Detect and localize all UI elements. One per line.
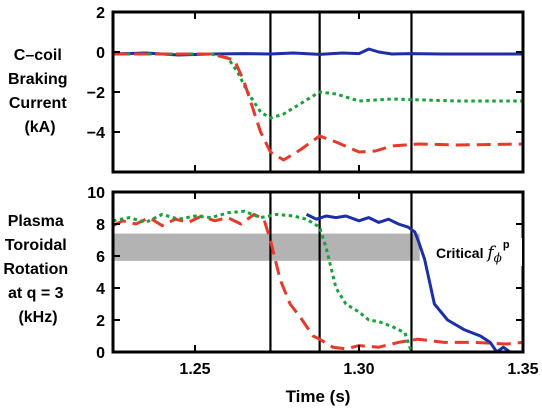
rotation-dotted-line (112, 209, 413, 353)
braking-current-dashed-line (113, 52, 524, 162)
top-panel: 2 0 −2 −4 C–coil Braking Current (kA) (8, 5, 525, 174)
critical-text: Critical (436, 245, 487, 261)
top-ylabel: C–coil Braking Current (kA) (8, 47, 72, 136)
top-ytick-label: −2 (87, 85, 105, 102)
x-axis-label: Time (s) (286, 387, 351, 406)
critical-annotation: Critical fϕp (432, 238, 522, 266)
bot-ytick-label: 6 (96, 249, 105, 266)
bot-ytick-label: 8 (96, 217, 105, 234)
xtick-label: 1.35 (507, 361, 538, 378)
bottom-ylabel-line-5: (kHz) (18, 309, 57, 326)
top-ylabel-line-4: (kA) (24, 119, 55, 136)
top-panel-frame (111, 10, 525, 174)
top-ytick-label: −4 (87, 125, 105, 142)
critical-symbol: f (485, 243, 496, 263)
bottom-ylabel-line-3: Rotation (3, 261, 68, 278)
critical-superscript: p (503, 239, 510, 251)
top-ylabel-line-1: C–coil (14, 47, 62, 64)
critical-label: Critical fϕp (436, 239, 510, 265)
braking-current-solid-line (112, 47, 523, 57)
critical-subscript: ϕ (494, 251, 502, 265)
xtick-label: 1.30 (343, 361, 374, 378)
bottom-ylabel-line-1: Plasma (8, 213, 64, 230)
critical-band (113, 233, 420, 261)
rotation-solid-line (305, 213, 511, 354)
bot-ytick-label: 4 (96, 281, 105, 298)
bottom-panel: 10 8 6 4 2 0 Plasma Toroidal Rotation at q = … (3, 185, 525, 362)
bottom-ylabel: Plasma Toroidal Rotation at q = 3 (kHz) (3, 213, 72, 326)
top-ytick-label: 2 (96, 5, 105, 22)
bot-ytick-label: 10 (87, 185, 105, 202)
critical-annotation-bg (432, 238, 522, 266)
bot-ytick-label: 2 (96, 313, 105, 330)
top-ylabel-line-2: Braking (8, 71, 68, 88)
bot-ytick-label: 0 (96, 345, 105, 362)
xtick-label: 1.25 (179, 361, 210, 378)
top-ylabel-line-3: Current (9, 95, 67, 112)
top-ytick-label: 0 (96, 45, 105, 62)
bottom-ylabel-line-2: Toroidal (5, 237, 67, 254)
rotation-dashed-line (112, 212, 524, 351)
bottom-panel-frame (111, 190, 525, 354)
bottom-ylabel-line-4: at q = 3 (8, 285, 64, 302)
braking-current-dotted-line (113, 52, 523, 120)
